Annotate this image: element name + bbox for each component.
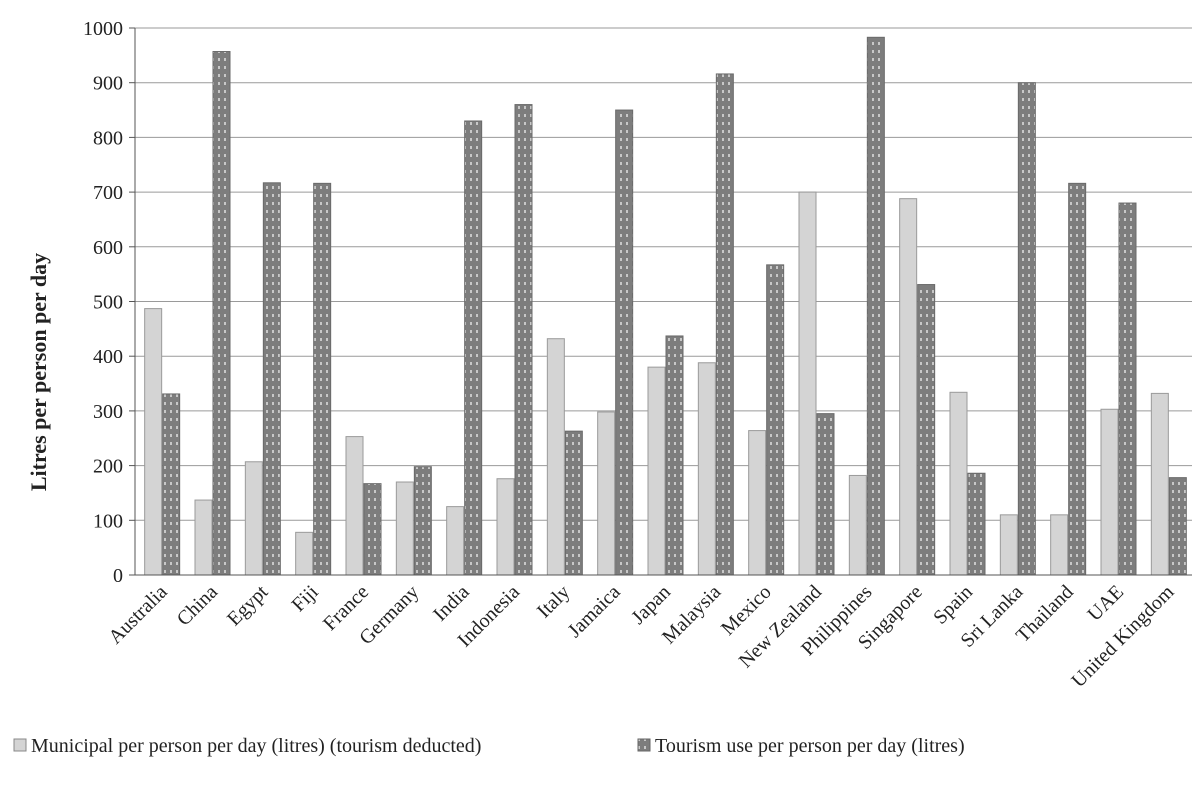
- bar-municipal-france: [345, 436, 364, 576]
- bar-tourism-indonesia: [514, 104, 533, 576]
- x-tick-label: Fiji: [287, 581, 323, 617]
- x-tick-label: Australia: [104, 581, 171, 648]
- bar-municipal-fiji: [295, 531, 314, 576]
- legend-label-municipal: Municipal per person per day (litres) (t…: [31, 735, 481, 757]
- bar-municipal-india: [446, 506, 465, 576]
- x-tick-label: China: [173, 581, 222, 630]
- x-tick-label: Jamaica: [564, 581, 625, 642]
- y-tick-label: 800: [93, 127, 123, 149]
- legend-label-tourism: Tourism use per person per day (litres): [655, 735, 965, 757]
- bar-municipal-china: [194, 499, 213, 576]
- y-tick-label: 600: [93, 237, 123, 259]
- y-tick-label: 500: [93, 292, 123, 314]
- bar-municipal-united-kingdom: [1150, 392, 1169, 576]
- y-tick-labels: 0 100 200 300 400 500 600 700 800 900 1000: [83, 18, 123, 587]
- x-tick-label: UAE: [1083, 581, 1128, 626]
- bar-municipal-jamaica: [597, 411, 616, 576]
- bar-municipal-australia: [144, 308, 163, 576]
- y-axis-label: Litres per person per day: [26, 253, 51, 491]
- bar-tourism-japan: [665, 335, 684, 576]
- bars: [144, 36, 1187, 576]
- bar-municipal-philippines: [848, 474, 867, 576]
- x-tick-label: Egypt: [223, 581, 273, 631]
- bar-tourism-singapore: [917, 284, 936, 576]
- bar-municipal-sri-lanka: [999, 514, 1018, 576]
- bar-municipal-egypt: [244, 461, 263, 576]
- bar-municipal-thailand: [1050, 514, 1069, 576]
- bar-tourism-italy: [564, 430, 583, 576]
- bar-municipal-spain: [949, 391, 968, 576]
- bar-tourism-australia: [162, 393, 181, 576]
- bar-municipal-mexico: [748, 430, 767, 576]
- y-tick-label: 900: [93, 73, 123, 95]
- y-tick-label: 1000: [83, 18, 123, 40]
- bar-municipal-uae: [1100, 408, 1119, 576]
- bar-tourism-malaysia: [715, 73, 734, 576]
- bar-tourism-new-zealand: [816, 413, 835, 576]
- bar-tourism-mexico: [766, 264, 785, 576]
- bar-tourism-india: [464, 120, 483, 576]
- x-tick-label: India: [429, 581, 474, 626]
- bar-tourism-sri-lanka: [1017, 82, 1036, 576]
- bar-tourism-united-kingdom: [1168, 477, 1187, 576]
- axes: [129, 27, 1192, 576]
- y-tick-label: 700: [93, 182, 123, 204]
- x-tick-label: Thailand: [1012, 581, 1078, 647]
- bar-municipal-malaysia: [697, 362, 716, 576]
- y-tick-label: 300: [93, 401, 123, 423]
- y-tick-label: 100: [93, 510, 123, 532]
- bar-tourism-fiji: [313, 182, 332, 576]
- legend-swatch-tourism: [637, 738, 651, 752]
- bar-municipal-japan: [647, 366, 666, 576]
- bar-municipal-italy: [546, 338, 565, 576]
- bar-tourism-germany: [413, 466, 432, 576]
- legend: Municipal per person per day (litres) (t…: [13, 735, 965, 757]
- bar-municipal-singapore: [899, 198, 918, 576]
- bar-tourism-thailand: [1068, 182, 1087, 576]
- y-tick-label: 0: [113, 565, 123, 587]
- gridlines: [135, 27, 1192, 521]
- bar-municipal-germany: [395, 481, 414, 576]
- bar-tourism-philippines: [866, 36, 885, 576]
- bar-tourism-spain: [967, 472, 986, 576]
- y-tick-label: 400: [93, 346, 123, 368]
- y-tick-label: 200: [93, 456, 123, 478]
- bar-municipal-new-zealand: [798, 191, 817, 576]
- bar-tourism-egypt: [262, 182, 281, 576]
- bar-tourism-france: [363, 483, 382, 576]
- bar-tourism-uae: [1118, 202, 1137, 576]
- legend-swatch-municipal: [13, 738, 27, 752]
- bar-tourism-jamaica: [615, 109, 634, 576]
- bar-municipal-indonesia: [496, 478, 515, 576]
- x-tick-label: Italy: [533, 581, 574, 622]
- bar-tourism-china: [212, 51, 231, 576]
